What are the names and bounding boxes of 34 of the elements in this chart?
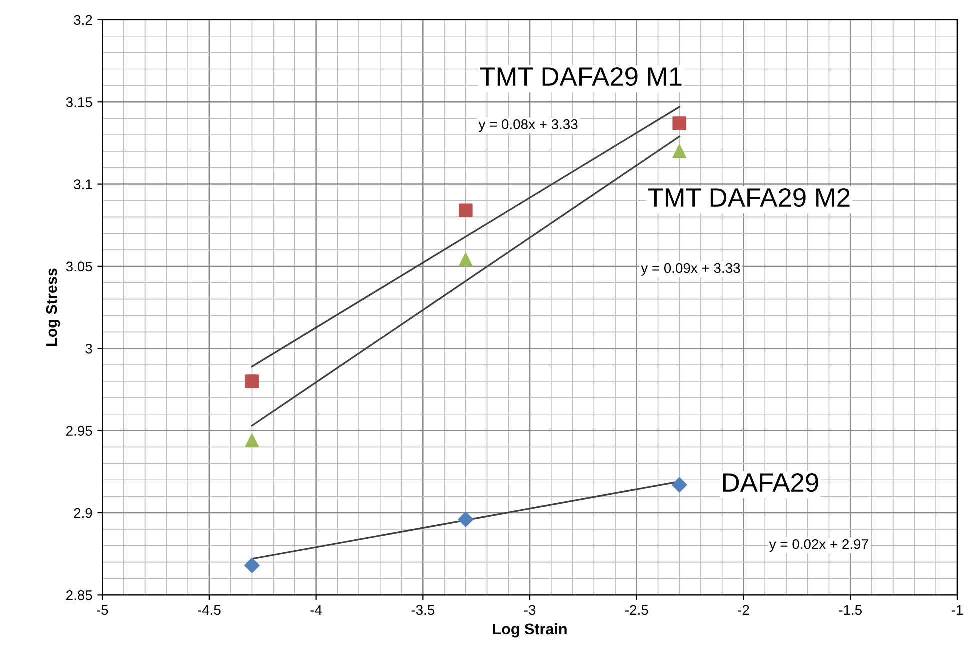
point xyxy=(245,434,260,448)
point xyxy=(459,252,473,267)
y-tick-label: 3.05 xyxy=(66,262,92,272)
y-tick-label: 3.1 xyxy=(74,180,92,190)
annotation: y = 0.08x + 3.33 xyxy=(478,120,578,132)
x-tick-label: -3.5 xyxy=(412,605,435,616)
y-tick-label: 3.2 xyxy=(74,15,92,26)
y-tick-label: 3 xyxy=(86,344,92,354)
series-label: TMT DAFA29 M1 xyxy=(480,67,682,86)
y-tick-label: 2.85 xyxy=(66,590,92,600)
point xyxy=(459,204,473,218)
point xyxy=(672,144,687,158)
x-tick-label: -4 xyxy=(310,605,322,615)
x-axis-title: Log Strain xyxy=(493,623,567,638)
x-tick-label: -1.5 xyxy=(839,605,862,616)
point xyxy=(672,477,688,493)
point xyxy=(245,374,260,388)
y-tick-label: 2.9 xyxy=(74,508,92,518)
y-tick-label: 3.15 xyxy=(66,97,92,108)
annotation: y = 0.02x + 2.97 xyxy=(769,539,868,552)
x-tick-label: -1 xyxy=(952,605,963,615)
series-label: DAFA29 xyxy=(723,473,818,492)
x-tick-label: -4.5 xyxy=(198,605,221,616)
x-tick-label: -3 xyxy=(524,605,536,616)
series-label: TMT DAFA29 M2 xyxy=(648,188,850,208)
y-axis-title: Log Stress xyxy=(46,268,60,346)
x-tick-label: -2.5 xyxy=(626,605,648,616)
x-tick-label: -2 xyxy=(738,605,750,615)
x-tick-label: -5 xyxy=(97,605,108,616)
point xyxy=(672,116,687,130)
point xyxy=(244,558,260,574)
annotation: y = 0.09x + 3.33 xyxy=(641,263,740,276)
y-tick-label: 2.95 xyxy=(66,426,92,436)
point xyxy=(458,512,474,528)
